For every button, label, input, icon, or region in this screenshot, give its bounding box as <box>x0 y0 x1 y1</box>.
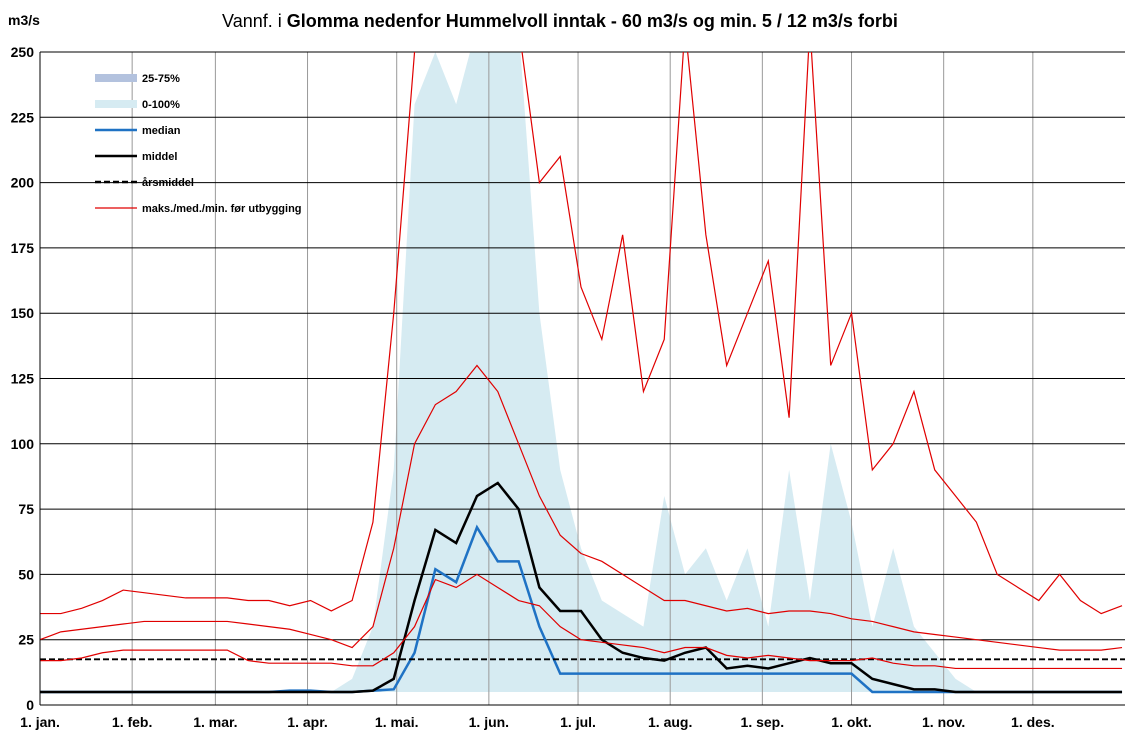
x-tick-label: 1. sep. <box>741 714 785 730</box>
title-prefix: Vannf. i <box>222 11 282 31</box>
y-tick-label: 50 <box>18 566 34 582</box>
y-tick-label: 250 <box>11 44 35 60</box>
y-tick-label: 200 <box>11 175 35 191</box>
axes: 1. jan. 1. feb. 1. mar. 1. apr. 1. mai. 1. ju… <box>11 44 1055 730</box>
pre-dev-max <box>40 52 1123 615</box>
legend-label: median <box>142 125 181 137</box>
x-tick-label: 1. des. <box>1011 714 1055 730</box>
x-tick-label: 1. mar. <box>193 714 237 730</box>
bands <box>40 52 1123 692</box>
y-tick-label: 125 <box>11 371 35 387</box>
legend-swatch <box>95 74 137 82</box>
x-tick-label: 1. aug. <box>648 714 692 730</box>
legend-label: årsmiddel <box>142 177 194 189</box>
legend-label: 0-100% <box>142 99 180 111</box>
x-tick-label: 1. feb. <box>112 714 152 730</box>
y-tick-label: 100 <box>11 436 35 452</box>
x-tick-label: 1. okt. <box>831 714 871 730</box>
line-3 <box>40 481 1123 694</box>
y-axis-label: m3/s <box>8 12 40 28</box>
pre-dev-med <box>40 364 1123 651</box>
y-tick-label: 175 <box>11 240 35 256</box>
y-tick-label: 75 <box>18 501 34 517</box>
chart-title: Vannf. i Glomma nedenfor Hummelvoll innt… <box>222 11 898 31</box>
x-tick-label: 1. jul. <box>560 714 596 730</box>
legend: 25-75% 0-100% median middel årsmiddel maks./m… <box>95 73 302 215</box>
y-tick-label: 0 <box>26 697 34 713</box>
x-tick-label: 1. jan. <box>20 714 60 730</box>
pre-dev-min <box>40 573 1123 670</box>
legend-swatch <box>95 100 137 108</box>
legend-label: middel <box>142 151 177 163</box>
x-tick-label: 1. jun. <box>469 714 509 730</box>
legend-label: 25-75% <box>142 73 180 85</box>
x-tick-label: 1. mai. <box>375 714 419 730</box>
lines <box>40 52 1125 694</box>
x-tick-label: 1. nov. <box>922 714 965 730</box>
legend-label: maks./med./min. før utbygging <box>142 203 302 215</box>
band-area <box>40 52 1123 692</box>
x-tick-label: 1. apr. <box>287 714 327 730</box>
y-tick-label: 25 <box>18 632 34 648</box>
y-tick-label: 225 <box>11 109 35 125</box>
y-tick-label: 150 <box>11 305 35 321</box>
title-main: Glomma nedenfor Hummelvoll inntak - 60 m… <box>287 11 898 31</box>
